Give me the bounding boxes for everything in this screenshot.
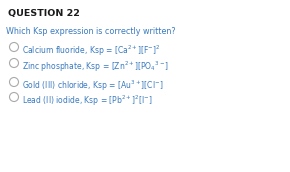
- Text: Lead (II) iodide, Ksp = [Pb$^{2+}$]$^{2}$[I$^{-}$]: Lead (II) iodide, Ksp = [Pb$^{2+}$]$^{2}…: [22, 94, 153, 108]
- Text: Zinc phosphate, Ksp = [Zn$^{2+}$][PO$_{4}$$^{3-}$]: Zinc phosphate, Ksp = [Zn$^{2+}$][PO$_{4…: [22, 60, 169, 74]
- Text: Calcium fluoride, Ksp = [Ca$^{2+}$][F$^{-}$]$^{2}$: Calcium fluoride, Ksp = [Ca$^{2+}$][F$^{…: [22, 44, 160, 58]
- Text: Which Ksp expression is correctly written?: Which Ksp expression is correctly writte…: [6, 27, 176, 36]
- Text: Gold (III) chloride, Ksp = [Au$^{3+}$][Cl$^{-}$]: Gold (III) chloride, Ksp = [Au$^{3+}$][C…: [22, 79, 164, 93]
- Text: QUESTION 22: QUESTION 22: [8, 9, 80, 18]
